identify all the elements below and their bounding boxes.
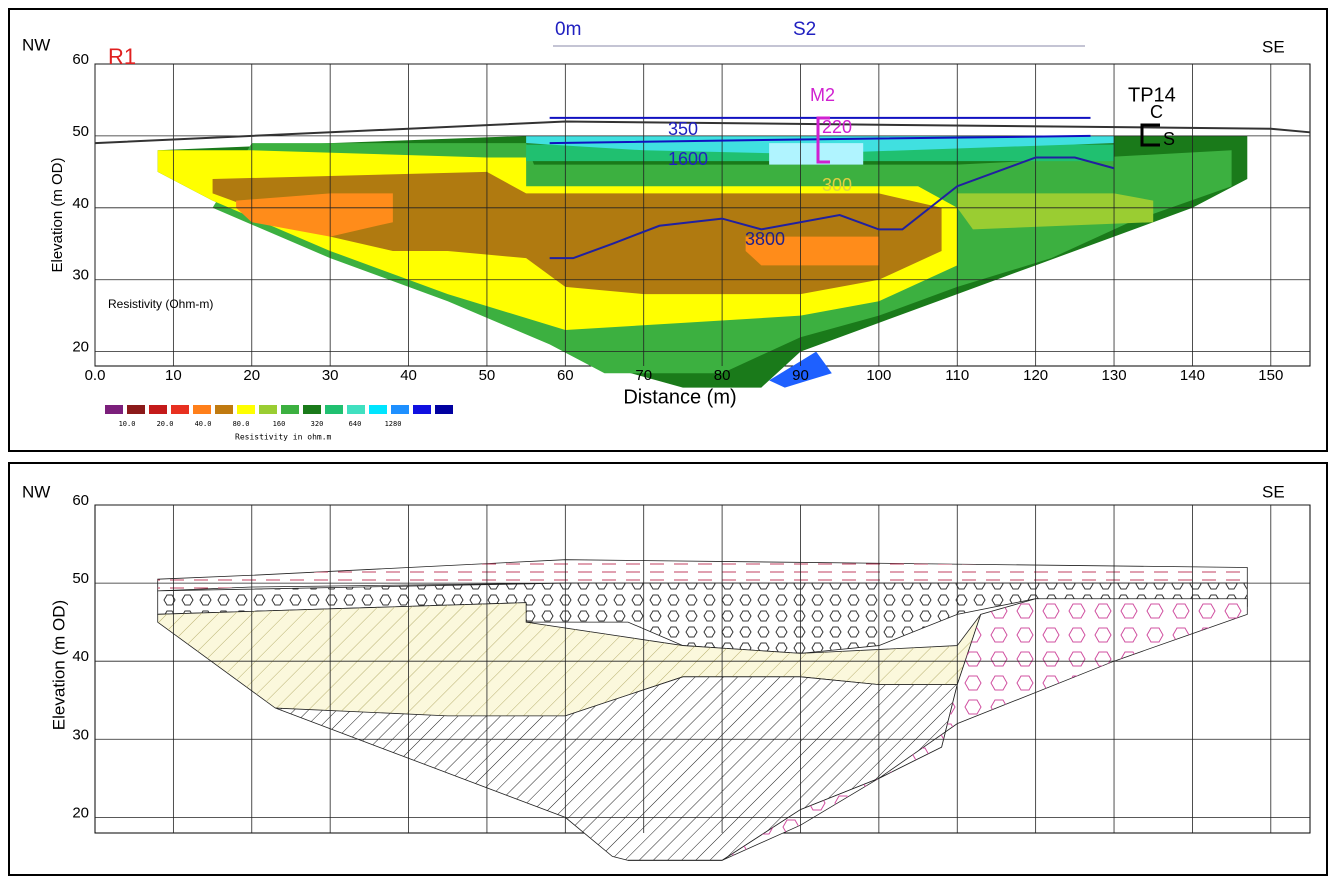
colorbar-swatch	[259, 405, 277, 414]
colorbar-label: 10.0	[119, 420, 136, 428]
x-tick-label: 110	[945, 367, 969, 384]
colorbar-swatch	[281, 405, 299, 414]
colorbar-swatch	[413, 405, 431, 414]
interpretation-panel: 20 30 40 50 60	[72, 492, 1310, 860]
figure: 20 30 40 50 60 0.0 10 20 30 40 50 60 70 80 90 100 110 120…	[0, 0, 1332, 877]
contour-label: 350	[668, 119, 698, 139]
colorbar-swatch	[149, 405, 167, 414]
y-tick-label: 50	[72, 123, 89, 140]
x-tick-label: 60	[557, 367, 574, 384]
zone	[769, 143, 863, 165]
colorbar-label: 80.0	[233, 420, 250, 428]
colorbar-swatch	[391, 405, 409, 414]
colorbar-label: 1280	[385, 420, 402, 428]
annotation: Resistivity (Ohm-m)	[108, 297, 213, 311]
y-tick-label: 20	[72, 804, 89, 821]
marker: C	[1150, 102, 1163, 122]
colorbar-swatch	[127, 405, 145, 414]
right-label: SE	[1262, 482, 1285, 501]
contour-label: 1600	[668, 149, 708, 169]
colorbar-swatch	[435, 405, 453, 414]
colorbar-swatch	[105, 405, 123, 414]
colorbar-swatch	[325, 405, 343, 414]
colorbar-swatch	[303, 405, 321, 414]
x-tick-label: 30	[322, 367, 339, 384]
x-tick-label: 10	[165, 367, 182, 384]
marker: M2	[810, 85, 835, 105]
colorbar-swatch	[215, 405, 233, 414]
colorbar-swatch	[369, 405, 387, 414]
colorbar-label: 640	[349, 420, 362, 428]
contour-label: 220	[822, 117, 852, 137]
x-tick-label: 100	[866, 367, 891, 384]
contour-label: 3800	[745, 229, 785, 249]
y-tick-label: 60	[72, 492, 89, 509]
marker: S2	[793, 19, 816, 40]
y-tick-label: 30	[72, 726, 89, 743]
colorbar-swatch	[237, 405, 255, 414]
colorbar-label: 160	[273, 420, 286, 428]
title: R1	[108, 44, 136, 69]
y-axis-label: Elevation (m OD)	[49, 600, 68, 730]
colorbar-swatch	[171, 405, 189, 414]
x-tick-label: 90	[792, 367, 809, 384]
colorbar-label: 320	[311, 420, 324, 428]
y-tick-label: 60	[72, 51, 89, 68]
y-tick-label: 20	[72, 339, 89, 356]
x-tick-label: 70	[635, 367, 652, 384]
x-tick-label: 150	[1258, 367, 1283, 384]
marker: S	[1163, 129, 1175, 149]
resistivity-panel: 20 30 40 50 60 0.0 10 20 30 40 50 60 70 80 90 100 110 120…	[72, 51, 1310, 428]
colorbar-swatch	[193, 405, 211, 414]
y-tick-label: 30	[72, 267, 89, 284]
x-tick-label: 80	[714, 367, 731, 384]
x-tick-label: 0.0	[85, 367, 106, 384]
x-tick-label: 120	[1023, 367, 1048, 384]
page: {"chart_data": [ {"type": "section", "ti…	[0, 0, 1332, 882]
left-label: NW	[22, 482, 50, 501]
colorbar-label: 40.0	[195, 420, 212, 428]
colorbar-swatch	[347, 405, 365, 414]
marker: 0m	[555, 19, 581, 40]
x-tick-label: 140	[1180, 367, 1205, 384]
colorbar-title: Resistivity in ohm.m	[235, 433, 332, 442]
x-tick-label: 130	[1102, 367, 1127, 384]
x-tick-label: 40	[400, 367, 417, 384]
y-axis-label: Elevation (m OD)	[49, 157, 66, 272]
x-axis-label: Distance (m)	[623, 386, 736, 408]
y-tick-label: 50	[72, 570, 89, 587]
y-tick-label: 40	[72, 195, 89, 212]
right-label: SE	[1262, 37, 1285, 56]
contour-label: 300	[822, 175, 852, 195]
colorbar-label: 20.0	[157, 420, 174, 428]
left-label: NW	[22, 35, 50, 54]
x-tick-label: 50	[479, 367, 496, 384]
y-tick-label: 40	[72, 648, 89, 665]
x-tick-label: 20	[243, 367, 260, 384]
